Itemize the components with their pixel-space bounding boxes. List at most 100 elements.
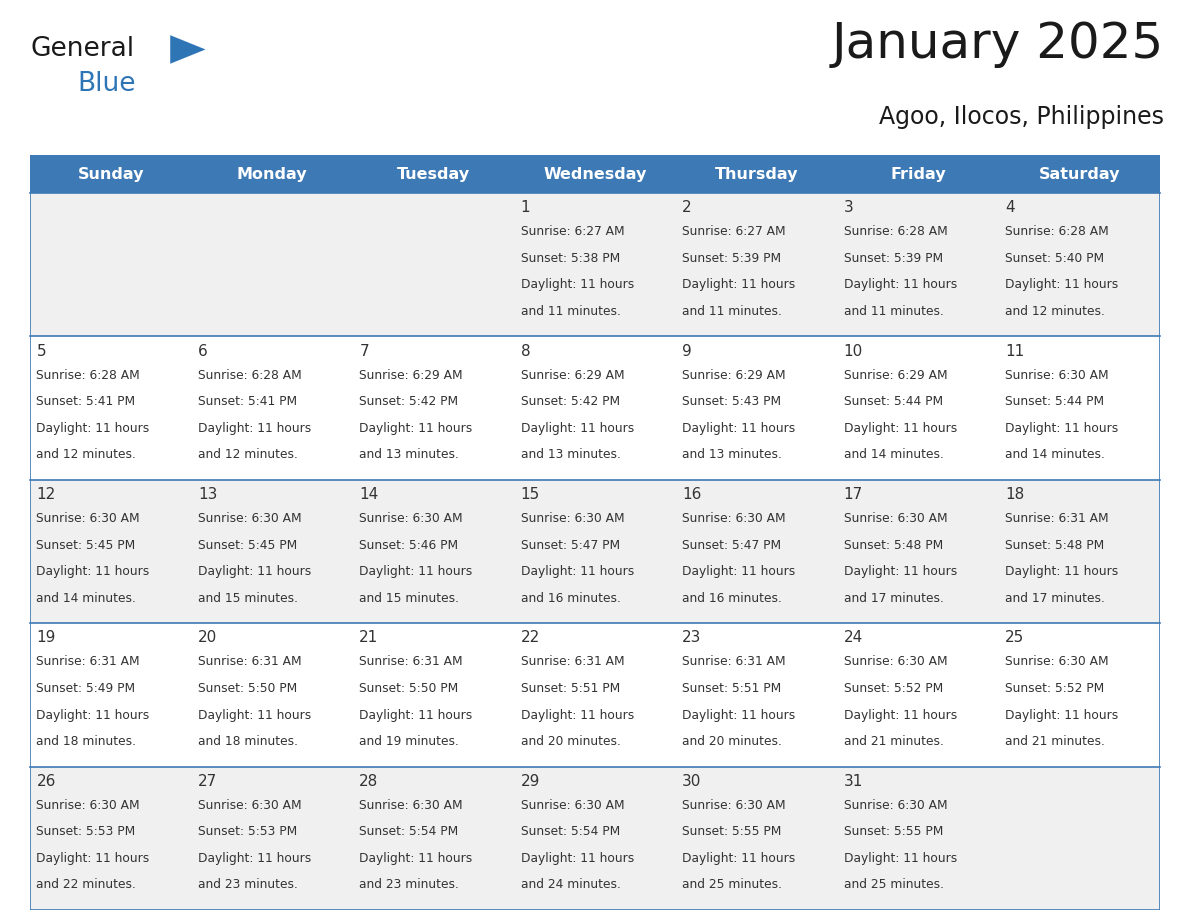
Text: Monday: Monday bbox=[236, 166, 308, 182]
Text: 5: 5 bbox=[37, 343, 46, 359]
Bar bbox=[30, 193, 1159, 336]
Text: 7: 7 bbox=[359, 343, 369, 359]
Text: Sunrise: 6:28 AM: Sunrise: 6:28 AM bbox=[198, 369, 302, 382]
Text: Daylight: 11 hours: Daylight: 11 hours bbox=[843, 565, 956, 578]
Text: and 12 minutes.: and 12 minutes. bbox=[1005, 305, 1105, 318]
Text: 29: 29 bbox=[520, 774, 541, 789]
Bar bbox=[30, 155, 191, 193]
Text: Daylight: 11 hours: Daylight: 11 hours bbox=[520, 421, 634, 435]
Text: Sunrise: 6:30 AM: Sunrise: 6:30 AM bbox=[359, 799, 463, 812]
Text: and 22 minutes.: and 22 minutes. bbox=[37, 879, 137, 891]
Bar bbox=[30, 336, 1159, 480]
Bar bbox=[30, 623, 1159, 767]
Text: and 11 minutes.: and 11 minutes. bbox=[520, 305, 620, 318]
Text: Daylight: 11 hours: Daylight: 11 hours bbox=[682, 852, 796, 865]
Text: Sunrise: 6:28 AM: Sunrise: 6:28 AM bbox=[843, 225, 947, 239]
Text: Sunset: 5:45 PM: Sunset: 5:45 PM bbox=[198, 539, 297, 552]
Text: and 15 minutes.: and 15 minutes. bbox=[359, 592, 460, 605]
Bar bbox=[514, 155, 676, 193]
Text: Sunrise: 6:30 AM: Sunrise: 6:30 AM bbox=[1005, 369, 1108, 382]
Text: Daylight: 11 hours: Daylight: 11 hours bbox=[682, 278, 796, 291]
Text: Sunrise: 6:31 AM: Sunrise: 6:31 AM bbox=[198, 655, 302, 668]
Text: Sunrise: 6:29 AM: Sunrise: 6:29 AM bbox=[843, 369, 947, 382]
Text: 2: 2 bbox=[682, 200, 691, 215]
Text: and 18 minutes.: and 18 minutes. bbox=[37, 735, 137, 748]
Text: 6: 6 bbox=[198, 343, 208, 359]
Text: Sunset: 5:50 PM: Sunset: 5:50 PM bbox=[198, 682, 297, 695]
Text: Sunset: 5:53 PM: Sunset: 5:53 PM bbox=[37, 825, 135, 838]
Text: 21: 21 bbox=[359, 631, 379, 645]
Bar bbox=[676, 155, 838, 193]
Text: Daylight: 11 hours: Daylight: 11 hours bbox=[359, 565, 473, 578]
Text: Daylight: 11 hours: Daylight: 11 hours bbox=[37, 565, 150, 578]
Text: 28: 28 bbox=[359, 774, 379, 789]
Text: Sunset: 5:52 PM: Sunset: 5:52 PM bbox=[843, 682, 943, 695]
Text: 11: 11 bbox=[1005, 343, 1024, 359]
Text: Sunset: 5:39 PM: Sunset: 5:39 PM bbox=[682, 252, 782, 264]
Text: and 14 minutes.: and 14 minutes. bbox=[37, 592, 137, 605]
Text: Sunset: 5:52 PM: Sunset: 5:52 PM bbox=[1005, 682, 1105, 695]
Text: and 14 minutes.: and 14 minutes. bbox=[843, 448, 943, 461]
Text: 30: 30 bbox=[682, 774, 702, 789]
Text: Daylight: 11 hours: Daylight: 11 hours bbox=[37, 852, 150, 865]
Text: Daylight: 11 hours: Daylight: 11 hours bbox=[520, 852, 634, 865]
Text: Daylight: 11 hours: Daylight: 11 hours bbox=[359, 709, 473, 722]
Text: Sunrise: 6:30 AM: Sunrise: 6:30 AM bbox=[682, 799, 785, 812]
Text: and 17 minutes.: and 17 minutes. bbox=[1005, 592, 1105, 605]
Text: Daylight: 11 hours: Daylight: 11 hours bbox=[37, 709, 150, 722]
Text: 25: 25 bbox=[1005, 631, 1024, 645]
Text: Sunrise: 6:31 AM: Sunrise: 6:31 AM bbox=[1005, 512, 1108, 525]
Text: 4: 4 bbox=[1005, 200, 1015, 215]
Text: Sunset: 5:54 PM: Sunset: 5:54 PM bbox=[520, 825, 620, 838]
Text: Sunset: 5:47 PM: Sunset: 5:47 PM bbox=[682, 539, 782, 552]
Text: January 2025: January 2025 bbox=[832, 19, 1164, 68]
Text: Sunrise: 6:30 AM: Sunrise: 6:30 AM bbox=[682, 512, 785, 525]
Text: Sunrise: 6:31 AM: Sunrise: 6:31 AM bbox=[520, 655, 625, 668]
Text: Sunset: 5:48 PM: Sunset: 5:48 PM bbox=[843, 539, 943, 552]
Text: Sunset: 5:40 PM: Sunset: 5:40 PM bbox=[1005, 252, 1104, 264]
Text: and 23 minutes.: and 23 minutes. bbox=[359, 879, 460, 891]
Text: Daylight: 11 hours: Daylight: 11 hours bbox=[1005, 421, 1118, 435]
Bar bbox=[30, 480, 1159, 623]
Text: Friday: Friday bbox=[890, 166, 946, 182]
Text: and 17 minutes.: and 17 minutes. bbox=[843, 592, 943, 605]
Text: and 11 minutes.: and 11 minutes. bbox=[843, 305, 943, 318]
Text: Sunset: 5:44 PM: Sunset: 5:44 PM bbox=[843, 395, 943, 409]
Polygon shape bbox=[170, 35, 206, 63]
Text: Sunset: 5:39 PM: Sunset: 5:39 PM bbox=[843, 252, 943, 264]
Text: Sunset: 5:41 PM: Sunset: 5:41 PM bbox=[198, 395, 297, 409]
Text: Sunrise: 6:27 AM: Sunrise: 6:27 AM bbox=[520, 225, 625, 239]
Text: 13: 13 bbox=[198, 487, 217, 502]
Text: Sunset: 5:51 PM: Sunset: 5:51 PM bbox=[520, 682, 620, 695]
Text: Sunrise: 6:28 AM: Sunrise: 6:28 AM bbox=[37, 369, 140, 382]
Text: 17: 17 bbox=[843, 487, 862, 502]
Text: Sunrise: 6:30 AM: Sunrise: 6:30 AM bbox=[37, 512, 140, 525]
Text: 1: 1 bbox=[520, 200, 530, 215]
Text: and 14 minutes.: and 14 minutes. bbox=[1005, 448, 1105, 461]
Text: 31: 31 bbox=[843, 774, 862, 789]
Text: and 23 minutes.: and 23 minutes. bbox=[198, 879, 298, 891]
Text: and 12 minutes.: and 12 minutes. bbox=[198, 448, 298, 461]
Text: Daylight: 11 hours: Daylight: 11 hours bbox=[682, 421, 796, 435]
Text: and 16 minutes.: and 16 minutes. bbox=[520, 592, 620, 605]
Text: Sunrise: 6:30 AM: Sunrise: 6:30 AM bbox=[520, 799, 625, 812]
Text: 15: 15 bbox=[520, 487, 541, 502]
Text: Sunrise: 6:29 AM: Sunrise: 6:29 AM bbox=[359, 369, 463, 382]
Text: Daylight: 11 hours: Daylight: 11 hours bbox=[359, 852, 473, 865]
Text: Sunrise: 6:30 AM: Sunrise: 6:30 AM bbox=[1005, 655, 1108, 668]
Text: Sunset: 5:45 PM: Sunset: 5:45 PM bbox=[37, 539, 135, 552]
Bar bbox=[353, 155, 514, 193]
Text: and 15 minutes.: and 15 minutes. bbox=[198, 592, 298, 605]
Text: Daylight: 11 hours: Daylight: 11 hours bbox=[37, 421, 150, 435]
Text: Sunset: 5:46 PM: Sunset: 5:46 PM bbox=[359, 539, 459, 552]
Text: Sunrise: 6:30 AM: Sunrise: 6:30 AM bbox=[843, 799, 947, 812]
Text: Daylight: 11 hours: Daylight: 11 hours bbox=[843, 852, 956, 865]
Text: Daylight: 11 hours: Daylight: 11 hours bbox=[198, 421, 311, 435]
Text: Sunset: 5:50 PM: Sunset: 5:50 PM bbox=[359, 682, 459, 695]
Text: 19: 19 bbox=[37, 631, 56, 645]
Text: Thursday: Thursday bbox=[715, 166, 798, 182]
Text: Sunrise: 6:31 AM: Sunrise: 6:31 AM bbox=[37, 655, 140, 668]
Text: Daylight: 11 hours: Daylight: 11 hours bbox=[198, 709, 311, 722]
Text: and 25 minutes.: and 25 minutes. bbox=[843, 879, 943, 891]
Text: Sunset: 5:53 PM: Sunset: 5:53 PM bbox=[198, 825, 297, 838]
